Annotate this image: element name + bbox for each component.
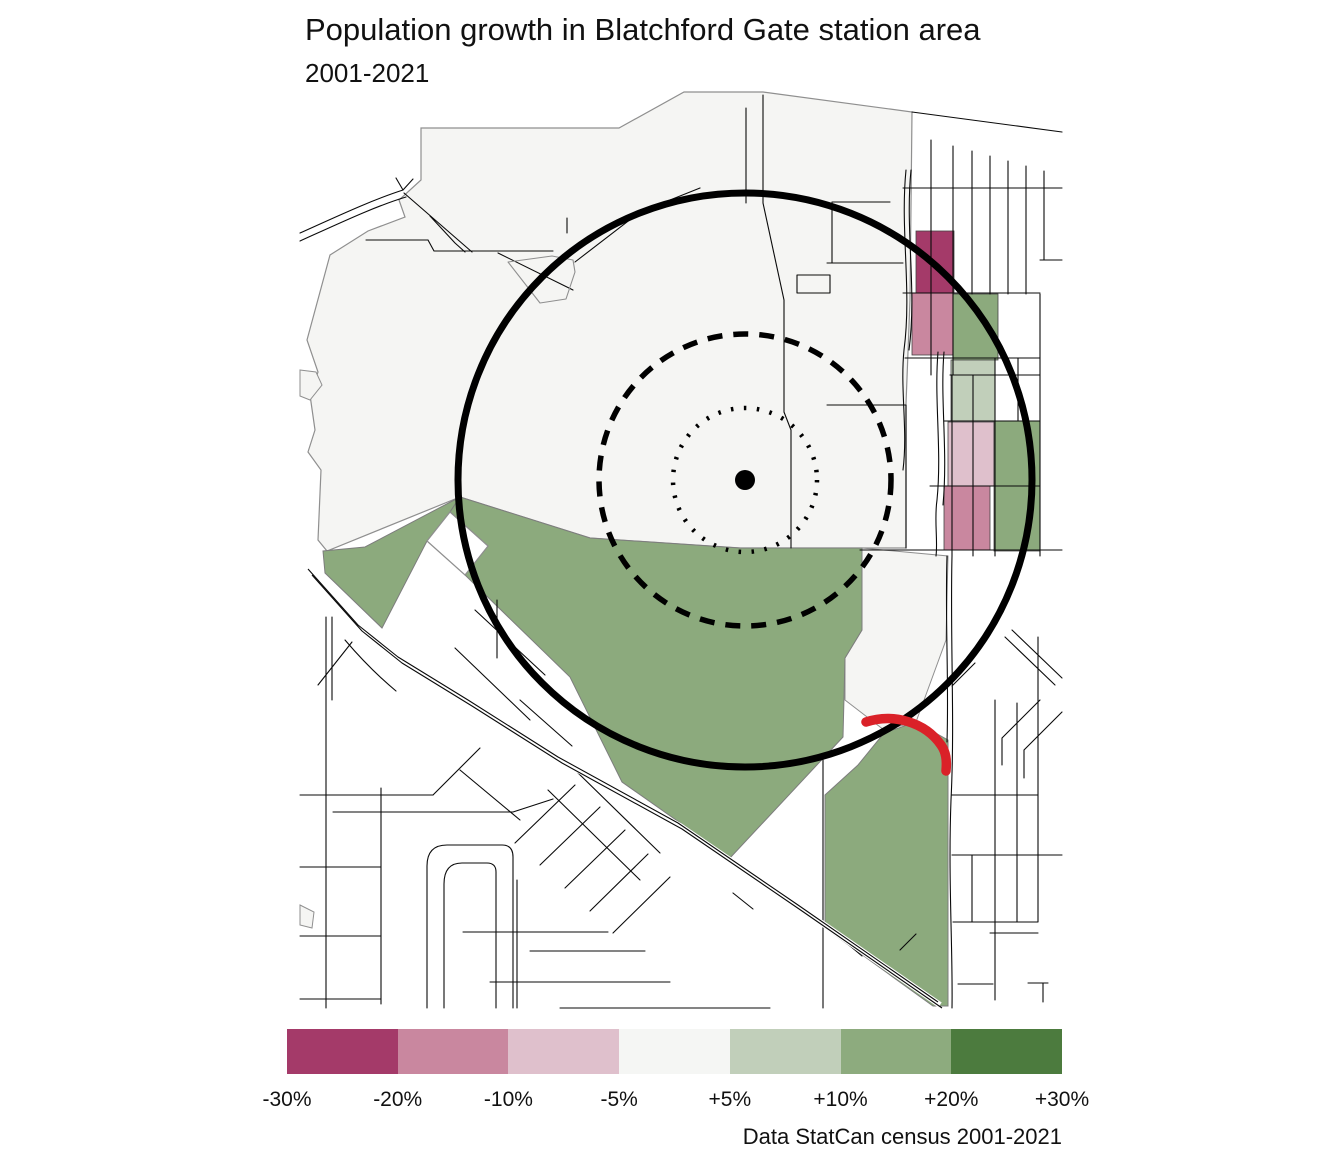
legend-swatch: [619, 1029, 730, 1074]
highway-edge-south: [311, 574, 943, 1009]
block-decline-10-20-b: [943, 485, 991, 551]
legend-swatch: [287, 1029, 398, 1074]
legend-tick-label: +10%: [813, 1088, 868, 1111]
roads-north-central: [745, 94, 907, 549]
road-network: [299, 94, 1063, 1009]
legend-color-bar: [287, 1029, 1063, 1074]
block-decline-5-10: [947, 421, 995, 487]
station-center-dot: [735, 470, 755, 490]
legend-swatch: [508, 1029, 620, 1074]
page-subtitle: 2001-2021: [305, 58, 430, 88]
legend-tick-label: -20%: [373, 1088, 423, 1111]
ravine-lines-east: [902, 169, 946, 557]
legend-swatch: [729, 1029, 841, 1074]
grid-southwest-diagonals: [432, 747, 671, 934]
highway-edge-north: [307, 568, 939, 1003]
ring-inner-dotted: [670, 405, 820, 555]
legend-tick-label: +20%: [924, 1088, 979, 1111]
highway-casing: [307, 570, 942, 1008]
legend-tick-label: -30%: [262, 1088, 312, 1111]
ring-middle-dashed: [596, 331, 894, 629]
highlight-rail-arc: [861, 713, 952, 776]
legend-labels: -30% -20% -10% -5% +5% +10% +20% +30%: [262, 1088, 1089, 1114]
block-decline-10-20-a: [911, 292, 954, 356]
legend-tick-label: +30%: [1034, 1088, 1090, 1111]
legend-swatch: [397, 1029, 509, 1074]
station-rings: [454, 189, 1036, 771]
pond-outline: [507, 255, 576, 304]
legend-swatch: [951, 1029, 1063, 1074]
grid-southeast: [945, 555, 1063, 1009]
legend-tick-label: -10%: [483, 1088, 533, 1111]
legend-tick-label: +5%: [708, 1088, 752, 1111]
legend-tick-label: -5%: [600, 1088, 638, 1111]
page-title: Population growth in Blatchford Gate sta…: [305, 12, 981, 47]
ring-outer-solid: [454, 189, 1036, 771]
roads-northwest: [299, 177, 701, 291]
diagonal-highway: [307, 568, 943, 1009]
legend-swatch: [840, 1029, 952, 1074]
grid-southwest-maze: [299, 616, 671, 1009]
region-stable-west-slivers: [299, 369, 323, 929]
data-source-caption: Data StatCan census 2001-2021: [742, 1124, 1062, 1149]
